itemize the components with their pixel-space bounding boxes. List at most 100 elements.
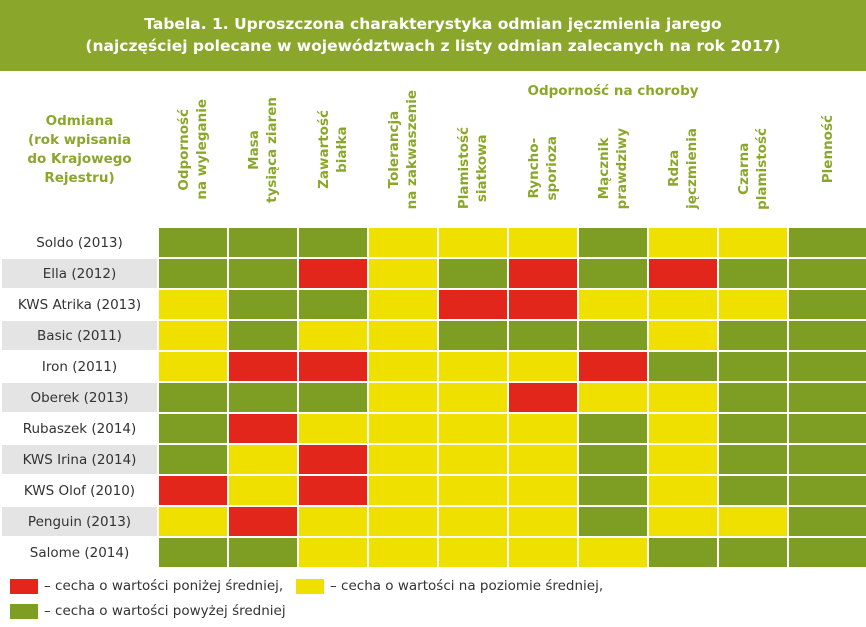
- rating-cell: [227, 412, 299, 445]
- rating-cell: [367, 288, 439, 321]
- column-header-acidity-label: Tolerancja na zakwaszenie: [386, 89, 420, 210]
- rating-cell: [787, 412, 866, 445]
- rating-cell: [507, 226, 579, 259]
- column-header-net-blotch-label: Plamistość siatkowa: [456, 127, 490, 210]
- rating-cell: [787, 226, 866, 259]
- rating-cell: [437, 226, 509, 259]
- rating-cell: [227, 381, 299, 414]
- rating-cell: [157, 319, 229, 352]
- rating-cell: [577, 536, 649, 569]
- column-header-black-spot: Czarna plamistość: [716, 109, 790, 228]
- rating-cell: [577, 443, 649, 476]
- rating-cell: [716, 350, 790, 383]
- rating-cell: [367, 474, 439, 507]
- rating-cell: [647, 381, 719, 414]
- legend: – cecha o wartości poniżej średniej, – c…: [0, 569, 866, 627]
- disease-resistance-group-header: Odporność na choroby: [436, 71, 790, 111]
- legend-swatch-yellow: [296, 578, 324, 594]
- rating-cell: [787, 350, 866, 383]
- rating-cell: [297, 288, 369, 321]
- rating-cell: [716, 381, 790, 414]
- column-header-barley-rust: Rdza jęczmienia: [647, 109, 719, 228]
- table-row: KWS Irina (2014): [0, 443, 866, 476]
- column-header-scald: Ryncho- sporioza: [507, 109, 579, 228]
- legend-item-green: – cecha o wartości powyżej średniej: [10, 603, 286, 619]
- variety-name: Penguin (2013): [0, 505, 159, 538]
- rating-cell: [716, 412, 790, 445]
- rating-cell: [787, 505, 866, 538]
- rating-cell: [787, 257, 866, 290]
- rating-cell: [716, 288, 790, 321]
- rating-cell: [227, 226, 299, 259]
- column-header-scald-label: Ryncho- sporioza: [526, 136, 560, 201]
- rating-cell: [367, 381, 439, 414]
- table-row: Soldo (2013): [0, 226, 866, 259]
- rating-cell: [647, 257, 719, 290]
- column-header-powdery-mildew-label: Mącznik prawdziwy: [596, 127, 630, 210]
- rating-cell: [507, 381, 579, 414]
- rating-cell: [367, 412, 439, 445]
- rating-cell: [577, 505, 649, 538]
- rating-cell: [716, 226, 790, 259]
- table-row: Basic (2011): [0, 319, 866, 352]
- rating-cell: [297, 536, 369, 569]
- rating-cell: [577, 319, 649, 352]
- rating-cell: [647, 350, 719, 383]
- table-row: Oberek (2013): [0, 381, 866, 414]
- rating-cell: [437, 505, 509, 538]
- table-title-line1: Tabela. 1. Uproszczona charakterystyka o…: [144, 15, 722, 33]
- table-row: Ella (2012): [0, 257, 866, 290]
- variety-column-header-label: Odmiana (rok wpisania do Krajowego Rejes…: [27, 112, 132, 186]
- column-header-yield: Plenność: [787, 71, 866, 228]
- legend-swatch-green: [10, 603, 38, 619]
- rating-cell: [297, 474, 369, 507]
- rating-cell: [507, 536, 579, 569]
- rating-cell: [647, 536, 719, 569]
- rating-cell: [157, 350, 229, 383]
- rating-cell: [577, 474, 649, 507]
- rating-cell: [227, 505, 299, 538]
- rating-cell: [297, 319, 369, 352]
- column-header-black-spot-label: Czarna plamistość: [736, 127, 771, 210]
- rating-cell: [577, 381, 649, 414]
- variety-name: Basic (2011): [0, 319, 159, 352]
- rating-cell: [577, 257, 649, 290]
- table-title-line2: (najczęściej polecane w województwach z …: [85, 37, 781, 55]
- rating-cell: [227, 443, 299, 476]
- variety-name: Rubaszek (2014): [0, 412, 159, 445]
- column-header-protein: Zawartość białka: [297, 71, 369, 228]
- rating-cell: [787, 381, 866, 414]
- rating-cell: [577, 350, 649, 383]
- rating-cell: [577, 412, 649, 445]
- variety-name: Salome (2014): [0, 536, 159, 569]
- rating-cell: [227, 474, 299, 507]
- rating-cell: [716, 505, 790, 538]
- variety-name: Oberek (2013): [0, 381, 159, 414]
- rating-cell: [507, 443, 579, 476]
- rating-cell: [716, 536, 790, 569]
- rating-cell: [507, 505, 579, 538]
- table-row: Rubaszek (2014): [0, 412, 866, 445]
- rating-cell: [227, 257, 299, 290]
- table-row: KWS Atrika (2013): [0, 288, 866, 321]
- variety-name: KWS Irina (2014): [0, 443, 159, 476]
- rating-cell: [507, 257, 579, 290]
- rating-cell: [157, 381, 229, 414]
- rating-cell: [647, 319, 719, 352]
- rating-cell: [716, 257, 790, 290]
- table-row: Penguin (2013): [0, 505, 866, 538]
- variety-name: KWS Atrika (2013): [0, 288, 159, 321]
- table-title: Tabela. 1. Uproszczona charakterystyka o…: [0, 0, 866, 71]
- rating-cell: [716, 474, 790, 507]
- rating-cell: [437, 319, 509, 352]
- rating-cell: [297, 505, 369, 538]
- legend-label-yellow: – cecha o wartości na poziomie średniej,: [330, 578, 604, 594]
- table-row: Iron (2011): [0, 350, 866, 383]
- rating-cell: [507, 412, 579, 445]
- legend-item-yellow: – cecha o wartości na poziomie średniej,: [296, 578, 603, 594]
- rating-cell: [157, 474, 229, 507]
- rating-cell: [367, 505, 439, 538]
- column-header-tkw-label: Masa tysiąca ziaren: [246, 96, 280, 203]
- variety-name: Soldo (2013): [0, 226, 159, 259]
- rating-cell: [647, 288, 719, 321]
